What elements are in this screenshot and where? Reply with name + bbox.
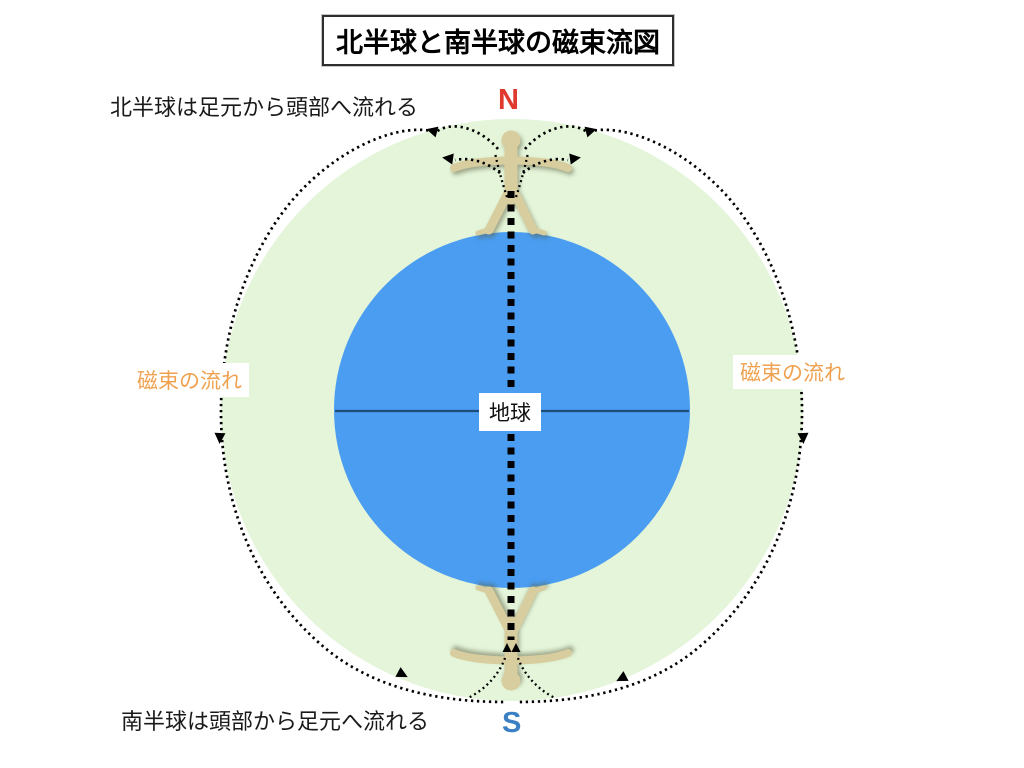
north-pole-label: N [498,84,519,116]
arrowhead-east [797,432,809,444]
south-pole-label: S [502,707,522,739]
south-hemisphere-caption: 南半球は頭部から足元へ流れる [121,709,430,734]
flux-flow-label-right: 磁束の流れ [733,355,852,389]
arrowhead-north-right [584,126,597,138]
arrowhead-south-right [616,671,629,682]
arm-field-arc-right [522,157,569,175]
earth-label: 地球 [479,393,541,431]
north-hemisphere-caption: 北半球は足元から頭部へ流れる [110,95,419,120]
field-line-left [219,125,507,704]
arrowhead-south-pole-2 [511,643,521,652]
arrowhead-south-pole-1 [502,643,512,652]
field-line-right [516,125,804,704]
arrowhead-south-left [395,667,408,678]
north-torso-flux-left [493,152,509,198]
arm-field-arc-left [454,157,501,175]
page-title: 北半球と南半球の磁束流図 [322,15,674,66]
flux-flow-label-left: 磁束の流れ [130,363,249,397]
arrowhead-arm-right [569,153,581,165]
arrowhead-west [214,432,226,444]
arrowhead-arm-left [442,153,454,165]
arrowhead-north-left [426,126,439,138]
north-torso-flux-right [514,152,530,198]
